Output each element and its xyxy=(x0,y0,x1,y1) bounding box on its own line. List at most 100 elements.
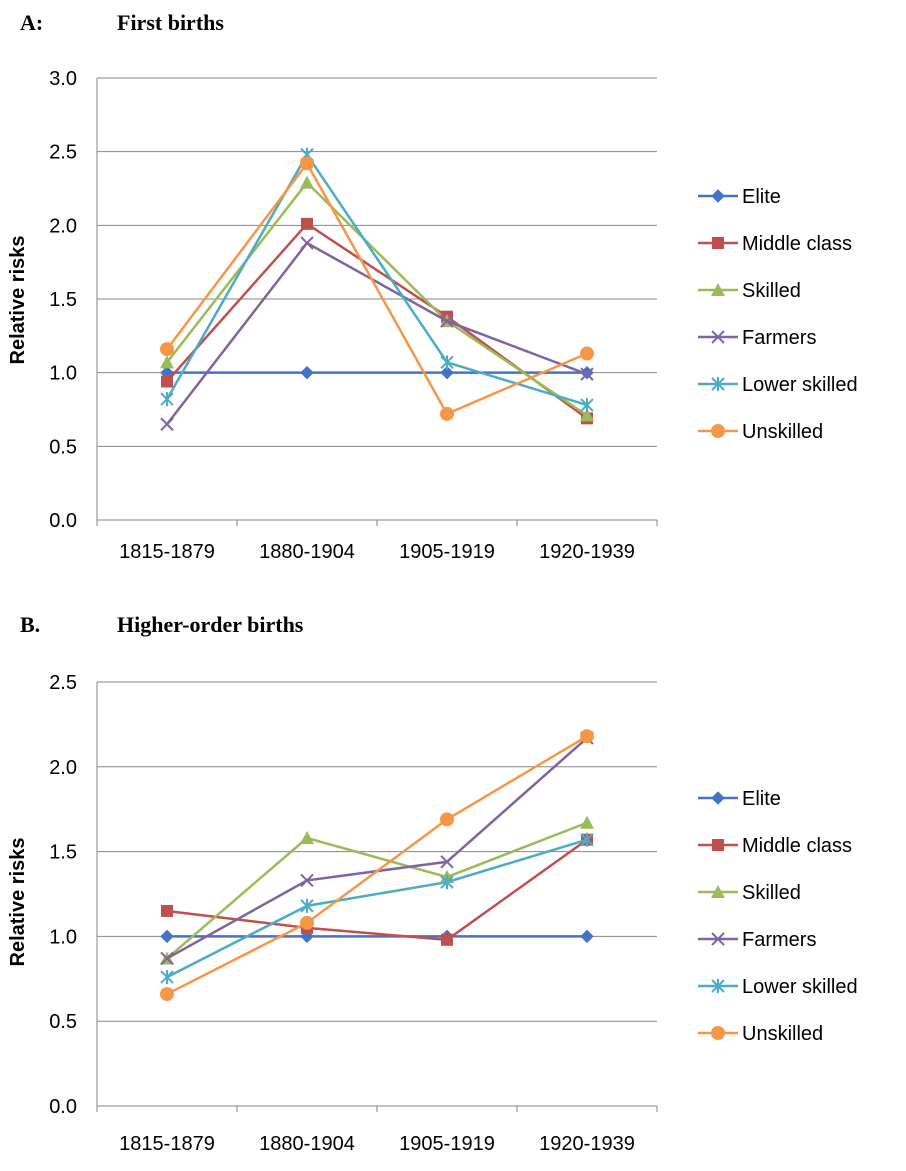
data-point-farmers xyxy=(160,951,174,966)
legend-marker xyxy=(711,189,725,203)
y-tick-label: 1.5 xyxy=(49,842,77,864)
legend-item-elite: Elite xyxy=(698,788,781,810)
data-point-elite xyxy=(440,365,454,380)
legend-label: Lower skilled xyxy=(742,374,858,396)
data-point-elite xyxy=(580,929,594,944)
data-point-unskilled xyxy=(300,915,314,930)
legend-marker xyxy=(711,377,725,391)
legend-label: Elite xyxy=(742,788,781,810)
legend-label: Skilled xyxy=(742,280,801,302)
legend-label: Unskilled xyxy=(742,1023,823,1045)
data-point-farmers xyxy=(300,873,314,888)
legend-marker xyxy=(711,1026,725,1040)
data-point-unskilled xyxy=(160,987,174,1002)
legend-marker xyxy=(711,932,725,946)
y-tick-label: 2.0 xyxy=(49,215,77,237)
legend-item-middle-class: Middle class xyxy=(698,233,852,255)
chart-b: 0.0 0.5 1.0 1.5 2.0 2.5 1815-1879 1880-1904 1905… xyxy=(7,672,858,1155)
data-point-middle-class xyxy=(161,375,173,388)
legend-item-middle-class: Middle class xyxy=(698,835,852,857)
legend-marker xyxy=(712,839,724,851)
data-point-middle-class xyxy=(301,217,313,230)
x-tick-label: 1815-1879 xyxy=(119,541,215,563)
data-point-skilled xyxy=(580,408,594,422)
panel-b-letter: B. xyxy=(20,612,41,637)
legend-label: Skilled xyxy=(742,882,801,904)
data-point-lower-skilled xyxy=(440,355,454,370)
data-point-lower-skilled xyxy=(440,875,454,890)
data-point-unskilled xyxy=(440,812,454,827)
series-line-lower-skilled xyxy=(166,838,588,979)
data-point-lower-skilled xyxy=(160,970,174,985)
legend-marker xyxy=(711,791,725,805)
data-point-middle-class xyxy=(441,933,453,946)
legend-label: Middle class xyxy=(742,835,852,857)
series-line-unskilled xyxy=(166,735,588,996)
legend: Elite Middle class Skilled Farmers Lower ski… xyxy=(698,788,858,1045)
series-skilled xyxy=(160,815,594,965)
series-line-skilled xyxy=(166,180,588,417)
y-tick-label: 1.0 xyxy=(49,363,77,385)
x-tick-label: 1920-1939 xyxy=(539,541,635,563)
legend-item-elite: Elite xyxy=(698,186,781,208)
data-point-unskilled xyxy=(580,346,594,361)
legend-item-unskilled: Unskilled xyxy=(698,421,823,443)
y-tick-label: 2.0 xyxy=(49,757,77,779)
series-elite xyxy=(160,929,594,944)
legend-marker xyxy=(711,283,725,296)
data-point-skilled xyxy=(300,175,314,189)
x-tick-label: 1880-1904 xyxy=(259,1133,355,1155)
series-unskilled xyxy=(160,729,594,1002)
legend-marker xyxy=(712,237,724,249)
y-tick-label: 0.5 xyxy=(49,1011,77,1033)
data-point-lower-skilled xyxy=(300,898,314,913)
data-point-farmers xyxy=(160,417,174,431)
legend-item-lower-skilled: Lower skilled xyxy=(698,976,858,998)
x-tick-label: 1905-1919 xyxy=(399,1133,495,1155)
legend-item-farmers: Farmers xyxy=(698,929,816,951)
data-point-elite xyxy=(300,365,314,380)
data-point-lower-skilled xyxy=(580,398,594,413)
data-point-unskilled xyxy=(580,729,594,744)
data-point-unskilled xyxy=(160,342,174,357)
data-point-skilled xyxy=(160,355,174,369)
panel-a-letter: A: xyxy=(20,10,44,35)
y-tick-label: 1.0 xyxy=(49,926,77,948)
series-line-unskilled xyxy=(166,161,588,416)
x-tick-label: 1920-1939 xyxy=(539,1133,635,1155)
series-middle-class xyxy=(161,833,593,946)
data-point-elite xyxy=(160,929,174,944)
panel-a-title: First births xyxy=(117,10,224,35)
data-point-lower-skilled xyxy=(580,832,594,847)
legend-marker xyxy=(711,979,725,993)
data-point-middle-class xyxy=(161,904,173,917)
y-tick-label: 1.5 xyxy=(49,289,77,311)
y-tick-label: 0.5 xyxy=(49,436,77,458)
legend-marker xyxy=(711,885,725,898)
data-point-unskilled xyxy=(300,156,314,171)
series-line-middle-class xyxy=(166,838,588,942)
data-point-lower-skilled xyxy=(160,392,174,407)
series-lower-skilled xyxy=(160,832,594,985)
legend-marker xyxy=(711,424,725,438)
y-tick-label: 0.0 xyxy=(49,510,77,532)
series-unskilled xyxy=(160,156,594,421)
data-point-farmers xyxy=(440,314,454,328)
data-point-skilled xyxy=(300,831,314,845)
legend: Elite Middle class Skilled Farmers Lower ski… xyxy=(698,186,858,443)
data-point-farmers xyxy=(440,855,454,869)
y-tick-label: 2.5 xyxy=(49,672,77,694)
y-tick-label: 0.0 xyxy=(49,1096,77,1118)
x-tick-label: 1905-1919 xyxy=(399,541,495,563)
legend-label: Farmers xyxy=(742,327,816,349)
legend-label: Elite xyxy=(742,186,781,208)
x-tick-label: 1880-1904 xyxy=(259,541,355,563)
legend-marker xyxy=(711,330,725,344)
legend-label: Unskilled xyxy=(742,421,823,443)
legend-item-skilled: Skilled xyxy=(698,882,801,904)
series-line-skilled xyxy=(166,821,588,960)
panel-b-title: Higher-order births xyxy=(117,612,304,637)
series-middle-class xyxy=(161,217,593,425)
data-point-skilled xyxy=(580,815,594,829)
series-farmers xyxy=(160,236,594,431)
